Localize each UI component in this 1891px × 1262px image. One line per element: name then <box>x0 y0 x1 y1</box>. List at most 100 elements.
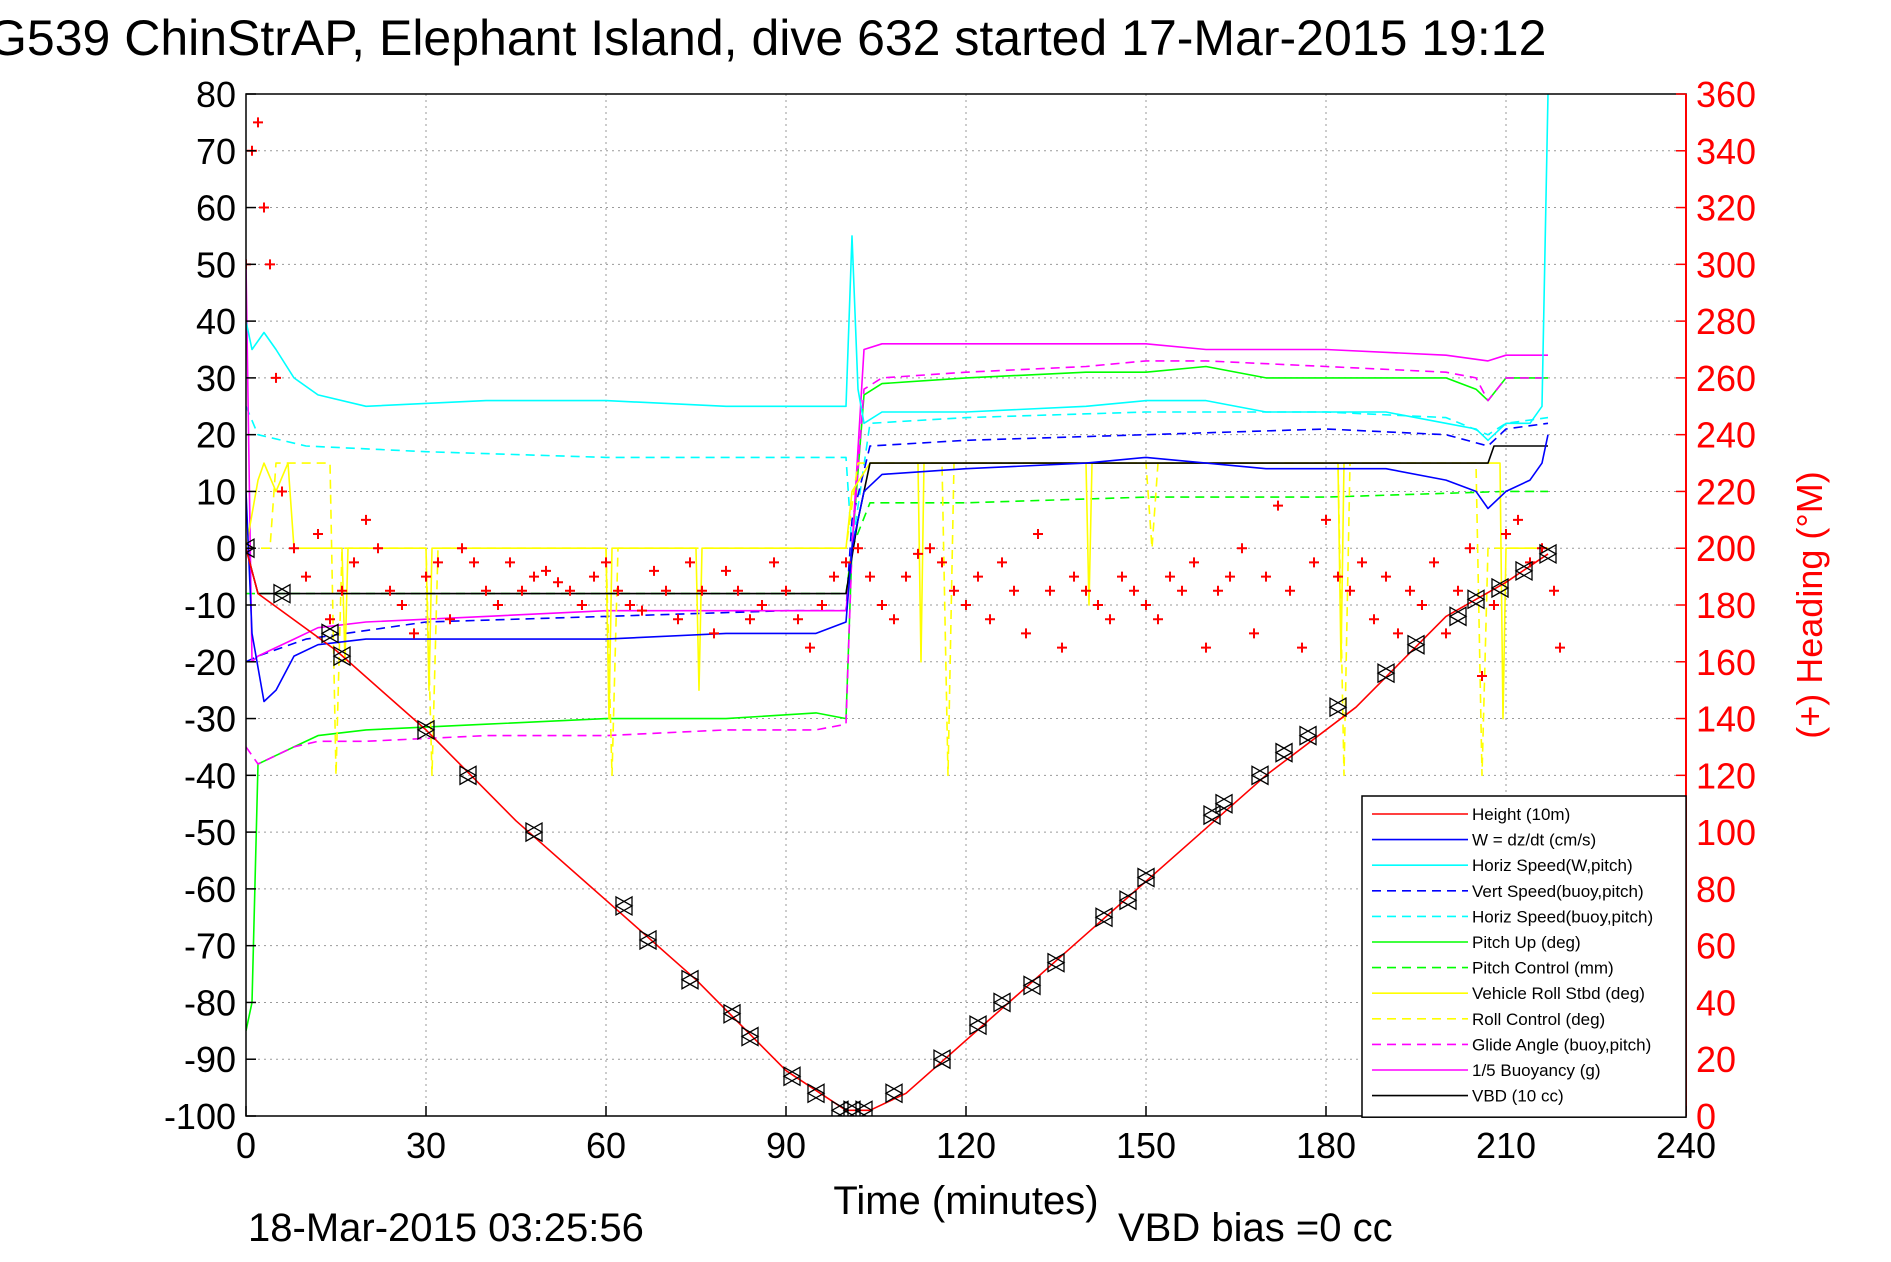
heading-point <box>1057 642 1067 653</box>
heading-point <box>1549 585 1559 596</box>
y-tick-label: -10 <box>184 585 236 626</box>
heading-point <box>1261 571 1271 582</box>
heading-point <box>1033 529 1043 540</box>
y2-tick-label: 120 <box>1696 755 1756 796</box>
y-tick-label: -40 <box>184 755 236 796</box>
heading-point <box>481 585 491 596</box>
heading-point <box>259 202 269 213</box>
heading-point <box>649 565 659 576</box>
heading-point <box>1405 585 1415 596</box>
heading-point <box>529 571 539 582</box>
legend-label: Horiz Speed(buoy,pitch) <box>1472 907 1653 926</box>
legend-label: Vehicle Roll Stbd (deg) <box>1472 984 1645 1003</box>
y-tick-label: 30 <box>196 358 236 399</box>
heading-point <box>589 571 599 582</box>
x-tick-label: 90 <box>766 1125 806 1166</box>
heading-point <box>1297 642 1307 653</box>
y2-tick-label: 180 <box>1696 585 1756 626</box>
y-tick-label: 10 <box>196 471 236 512</box>
heading-point <box>265 259 275 270</box>
triangle-marker <box>416 719 436 741</box>
legend-label: 1/5 Buoyancy (g) <box>1472 1061 1601 1080</box>
heading-point <box>1189 557 1199 568</box>
triangle-marker <box>614 895 634 917</box>
heading-point <box>1417 600 1427 610</box>
series-line-1 <box>246 434 1549 703</box>
heading-point <box>1285 585 1295 596</box>
heading-point <box>1081 585 1091 596</box>
heading-point <box>1069 571 1079 582</box>
heading-point <box>709 628 719 639</box>
heading-point <box>901 571 911 582</box>
y-tick-label: 80 <box>196 74 236 115</box>
x-tick-label: 210 <box>1476 1125 1536 1166</box>
triangle-marker <box>1514 560 1534 582</box>
heading-point <box>1141 600 1151 610</box>
heading-point <box>1501 529 1511 540</box>
x-tick-label: 150 <box>1116 1125 1176 1166</box>
chart-title: G539 ChinStrAP, Elephant Island, dive 63… <box>0 10 1547 66</box>
heading-point <box>1009 585 1019 596</box>
heading-point <box>337 585 347 596</box>
heading-markers <box>246 117 1565 681</box>
heading-point <box>1489 600 1499 610</box>
y-tick-label: 70 <box>196 131 236 172</box>
y-tick-label: 60 <box>196 188 236 229</box>
triangle-marker <box>1298 725 1318 746</box>
heading-point <box>721 565 731 576</box>
triangle-marker <box>272 583 292 604</box>
heading-point <box>349 557 359 568</box>
heading-point <box>469 557 479 568</box>
legend-box <box>1361 795 1687 1118</box>
legend-label: W = dz/dt (cm/s) <box>1472 831 1596 850</box>
heading-point <box>445 614 455 625</box>
footer-vbd-bias: VBD bias =0 cc <box>1118 1206 1393 1250</box>
footer-date: 18-Mar-2015 03:25:56 <box>248 1206 644 1250</box>
heading-point <box>553 577 563 588</box>
heading-point <box>361 514 371 525</box>
heading-point <box>673 614 683 625</box>
heading-point <box>1393 628 1403 639</box>
triangle-marker <box>740 1026 760 1047</box>
triangle-marker <box>992 992 1012 1013</box>
y-tick-label: -60 <box>184 869 236 910</box>
y2-tick-label: 40 <box>1696 982 1736 1023</box>
legend: Height (10m) W = dz/dt (cm/s) Horiz Speed(… <box>1361 795 1687 1118</box>
triangle-marker <box>854 1100 874 1116</box>
heading-point <box>1225 571 1235 582</box>
x-tick-label: 120 <box>936 1125 996 1166</box>
heading-point <box>271 372 281 383</box>
heading-point <box>1153 614 1163 625</box>
triangle-marker <box>1094 907 1114 928</box>
triangle-marker <box>782 1066 802 1087</box>
heading-point <box>1117 571 1127 582</box>
heading-point <box>697 585 707 596</box>
heading-point <box>277 486 287 497</box>
heading-point <box>1045 585 1055 596</box>
legend-label: Roll Control (deg) <box>1472 1010 1605 1029</box>
heading-point <box>1357 557 1367 568</box>
y-tick-label: 0 <box>216 528 236 569</box>
heading-point <box>1429 557 1439 568</box>
y2-tick-label: 160 <box>1696 642 1756 683</box>
heading-point <box>1201 642 1211 653</box>
triangle-marker <box>1376 663 1396 684</box>
heading-point <box>937 557 947 568</box>
heading-point <box>913 548 923 559</box>
x-axis-label: Time (minutes) <box>833 1179 1098 1223</box>
heading-point <box>997 557 1007 568</box>
y-tick-label: -100 <box>164 1096 236 1137</box>
heading-point <box>841 557 851 568</box>
heading-point <box>1555 642 1565 653</box>
triangle-marker <box>806 1083 826 1104</box>
triangle-marker <box>1328 697 1348 718</box>
heading-point <box>793 614 803 625</box>
triangle-marker <box>1466 589 1486 610</box>
series-line-3 <box>246 422 1549 663</box>
y-tick-label: 20 <box>196 415 236 456</box>
heading-point <box>1333 571 1343 582</box>
y-tick-label: 40 <box>196 301 236 342</box>
series-line-4 <box>246 405 1549 550</box>
y-axis-left: -100-90-80-70-60-50-40-30-20-10010203040… <box>164 74 256 1137</box>
